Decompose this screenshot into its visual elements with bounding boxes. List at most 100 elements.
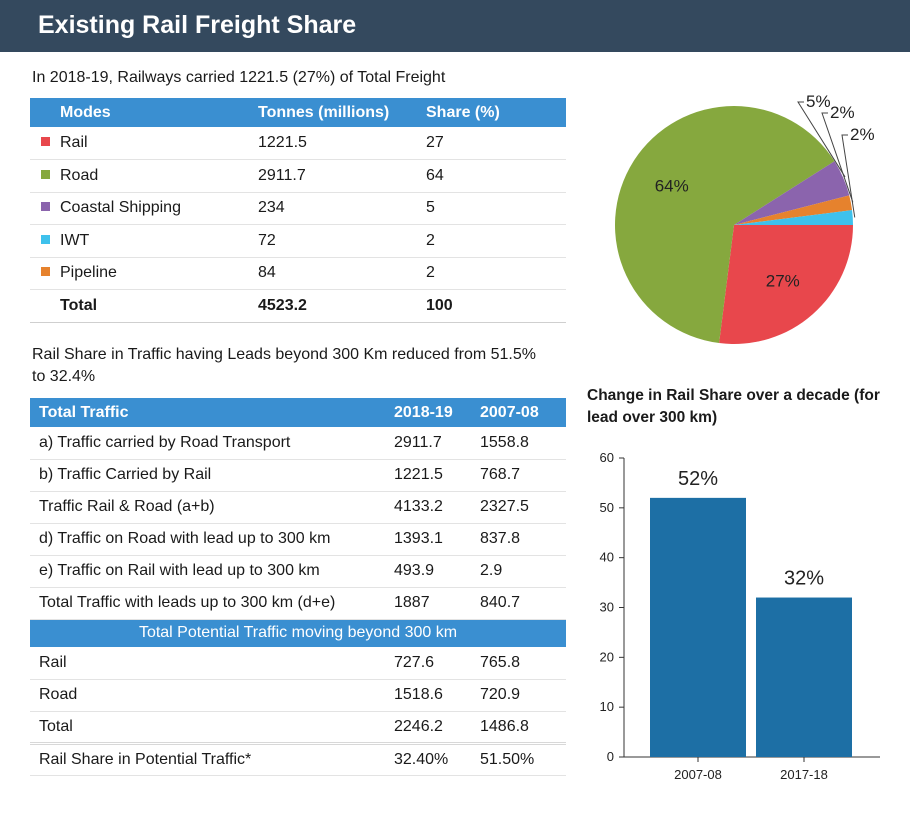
traffic-header-2018: 2018-19 bbox=[394, 398, 480, 427]
mode-label: Pipeline bbox=[60, 264, 117, 282]
pie-slice-iwt bbox=[734, 210, 853, 225]
row-2018: 493.9 bbox=[394, 555, 480, 588]
table-row: Rail 727.6 765.8 bbox=[30, 647, 566, 680]
mode-label: Road bbox=[60, 166, 99, 184]
share-cell: 64 bbox=[426, 159, 566, 193]
y-tick-label: 10 bbox=[600, 699, 614, 714]
row-2018: 727.6 bbox=[394, 647, 480, 680]
row-2007: 720.9 bbox=[480, 679, 566, 712]
y-tick-label: 20 bbox=[600, 649, 614, 664]
row-2007: 765.8 bbox=[480, 647, 566, 680]
pie-leader-line bbox=[821, 112, 854, 203]
pipeline-swatch bbox=[41, 267, 50, 277]
row-2018: 32.40% bbox=[394, 743, 480, 776]
row-label: Road bbox=[30, 679, 394, 712]
row-label: Total Traffic with leads up to 300 km (d… bbox=[30, 587, 394, 620]
table-row: b) Traffic Carried by Rail 1221.5 768.7 bbox=[30, 459, 566, 492]
table-row: Coastal Shipping 234 5 bbox=[30, 192, 566, 225]
modes-table-header: Modes Tonnes (millions) Share (%) bbox=[30, 98, 566, 127]
pie-slice-rail bbox=[719, 225, 853, 344]
share-cell: 2 bbox=[426, 224, 566, 258]
table-row: Total Traffic with leads up to 300 km (d… bbox=[30, 587, 566, 620]
table-row: a) Traffic carried by Road Transport 2911… bbox=[30, 427, 566, 460]
pie-leader-line bbox=[797, 101, 846, 178]
iwt-swatch bbox=[41, 234, 50, 244]
table-row: Road 2911.7 64 bbox=[30, 159, 566, 193]
y-tick-label: 50 bbox=[600, 500, 614, 515]
rail-swatch bbox=[41, 137, 50, 146]
pie-label: 2% bbox=[830, 103, 855, 122]
mode-label: IWT bbox=[60, 231, 90, 249]
pie-leader-line bbox=[841, 134, 856, 218]
pie-label: 2% bbox=[850, 125, 875, 144]
row-label: a) Traffic carried by Road Transport bbox=[30, 427, 394, 460]
mode-label: Rail bbox=[60, 134, 88, 151]
row-2018: 2911.7 bbox=[394, 427, 480, 460]
modes-header-share: Share (%) bbox=[426, 98, 566, 127]
mode-cell: Road bbox=[30, 159, 258, 193]
row-2018: 1887 bbox=[394, 587, 480, 620]
share-cell: 5 bbox=[426, 192, 566, 225]
subheader-label: Total Potential Traffic moving beyond 30… bbox=[30, 619, 566, 647]
y-tick-label: 0 bbox=[607, 749, 614, 764]
road-swatch bbox=[41, 169, 50, 179]
pie-label: 27% bbox=[766, 271, 800, 290]
table-row: d) Traffic on Road with lead up to 300 k… bbox=[30, 523, 566, 556]
total-tonnes: 4523.2 bbox=[258, 289, 426, 323]
coastal-swatch bbox=[41, 202, 50, 212]
modes-header-tonnes: Tonnes (millions) bbox=[258, 98, 426, 127]
bar-data-label: 32% bbox=[784, 568, 824, 590]
row-2007: 840.7 bbox=[480, 587, 566, 620]
table-row: IWT 72 2 bbox=[30, 224, 566, 258]
table-row: Rail 1221.5 27 bbox=[30, 127, 566, 160]
bar-2007-08 bbox=[650, 497, 746, 757]
share-cell: 2 bbox=[426, 257, 566, 290]
y-tick-label: 40 bbox=[600, 550, 614, 565]
y-tick-label: 30 bbox=[600, 600, 614, 615]
pie-label: 64% bbox=[655, 176, 689, 195]
share-cell: 27 bbox=[426, 127, 566, 160]
traffic-header-2007: 2007-08 bbox=[480, 398, 566, 427]
intro-text: In 2018-19, Railways carried 1221.5 (27%… bbox=[32, 69, 446, 86]
header-bar: Existing Rail Freight Share bbox=[0, 0, 910, 52]
bar-2017-18 bbox=[756, 597, 852, 757]
x-tick-label: 2017-18 bbox=[780, 767, 828, 782]
table-row: Traffic Rail & Road (a+b) 4133.2 2327.5 bbox=[30, 491, 566, 524]
tonnes-cell: 84 bbox=[258, 257, 426, 290]
row-label: d) Traffic on Road with lead up to 300 k… bbox=[30, 523, 394, 556]
rail-share-bar-chart: 0 10 20 30 40 50 60 52% 2007-08 32% 2017-18 bbox=[600, 450, 880, 782]
row-2007: 837.8 bbox=[480, 523, 566, 556]
row-label: e) Traffic on Rail with lead up to 300 k… bbox=[30, 555, 394, 588]
lead-note: Rail Share in Traffic having Leads beyon… bbox=[32, 346, 536, 385]
pie-slice-pipeline bbox=[734, 195, 853, 225]
pie-label: 5% bbox=[806, 92, 831, 111]
row-2018: 2246.2 bbox=[394, 711, 480, 745]
traffic-header-label: Total Traffic bbox=[30, 398, 394, 427]
modes-table: Modes Tonnes (millions) Share (%) Rail 1… bbox=[30, 98, 566, 323]
row-label: b) Traffic Carried by Rail bbox=[30, 459, 394, 492]
rail-share-row: Rail Share in Potential Traffic* 32.40% 51… bbox=[30, 743, 566, 776]
modes-header-mode: Modes bbox=[30, 98, 258, 127]
row-2007: 1486.8 bbox=[480, 711, 566, 745]
table-row: e) Traffic on Rail with lead up to 300 k… bbox=[30, 555, 566, 588]
row-2018: 1393.1 bbox=[394, 523, 480, 556]
potential-traffic-subheader: Total Potential Traffic moving beyond 30… bbox=[30, 619, 566, 647]
traffic-table: Total Traffic 2018-19 2007-08 a) Traffic… bbox=[30, 398, 566, 776]
table-row: Road 1518.6 720.9 bbox=[30, 679, 566, 712]
tonnes-cell: 1221.5 bbox=[258, 127, 426, 160]
total-label: Total bbox=[30, 289, 258, 323]
row-label: Traffic Rail & Road (a+b) bbox=[30, 491, 394, 524]
row-2007: 1558.8 bbox=[480, 427, 566, 460]
mode-label: Coastal Shipping bbox=[60, 199, 181, 217]
row-label: Rail bbox=[30, 647, 394, 680]
freight-share-pie-chart: 27%64%5%2%2% bbox=[615, 92, 875, 344]
bar-data-label: 52% bbox=[678, 468, 718, 490]
row-label: Total bbox=[30, 711, 394, 745]
bar-chart-title: Change in Rail Share over a decade (for … bbox=[587, 387, 880, 426]
traffic-table-header: Total Traffic 2018-19 2007-08 bbox=[30, 398, 566, 427]
row-label: Rail Share in Potential Traffic* bbox=[30, 743, 394, 776]
mode-cell: IWT bbox=[30, 224, 258, 258]
total-row: Total 4523.2 100 bbox=[30, 289, 566, 323]
y-tick-label: 60 bbox=[600, 450, 614, 465]
mode-cell: Pipeline bbox=[30, 257, 258, 290]
